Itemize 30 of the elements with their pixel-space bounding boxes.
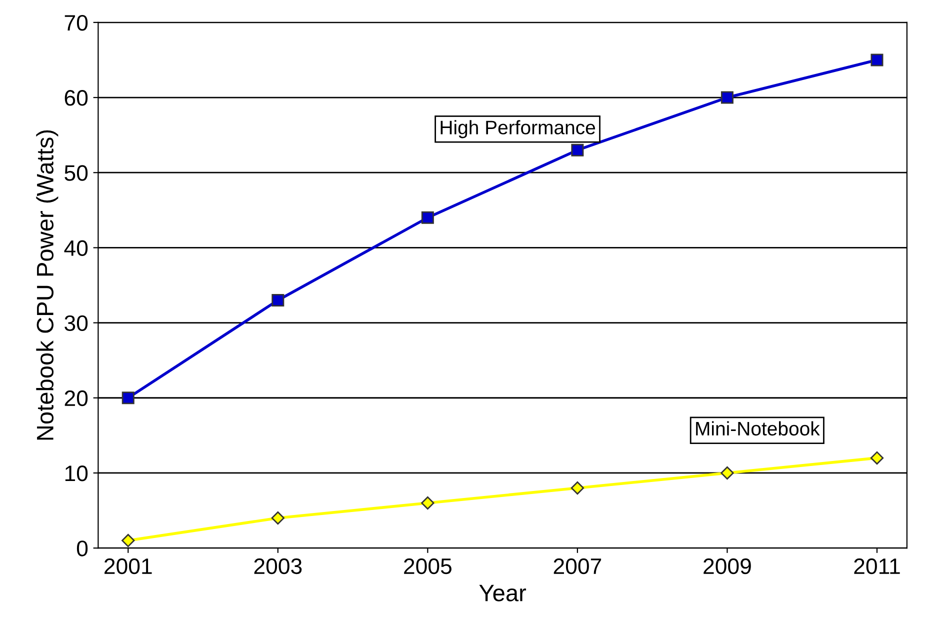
x-tick-label: 2005 (404, 558, 452, 574)
y-tick-label: 30 (64, 315, 88, 332)
y-tick-label: 60 (64, 90, 88, 106)
point (570, 481, 584, 495)
y-tick-label: 70 (64, 14, 88, 31)
point (870, 54, 884, 66)
x-tick-label: 2009 (704, 558, 751, 574)
x-axis-title: Year (479, 584, 526, 602)
point (421, 496, 434, 510)
point (272, 294, 284, 307)
point (720, 91, 734, 104)
series-label: High Performance (440, 120, 596, 138)
y-tick-label: 0 (76, 540, 88, 556)
y-tick-label: 40 (64, 240, 88, 256)
x-tick-label: 2003 (254, 558, 302, 574)
x-tick-label: 2011 (854, 558, 900, 574)
series-label: Mini-Notebook (696, 421, 820, 436)
point (421, 211, 434, 224)
point (122, 534, 135, 548)
y-tick-label: 50 (64, 165, 88, 181)
point (720, 466, 734, 480)
y-axis-title: Notebook CPU Power (Watts) (36, 130, 58, 440)
x-tick-label: 2007 (554, 558, 602, 574)
y-tick-label: 20 (64, 390, 88, 406)
point (271, 511, 284, 525)
point (122, 392, 134, 404)
point (571, 144, 584, 156)
x-tick-label: 2001 (104, 558, 152, 574)
point (870, 451, 884, 465)
y-tick-label: 10 (65, 466, 88, 482)
